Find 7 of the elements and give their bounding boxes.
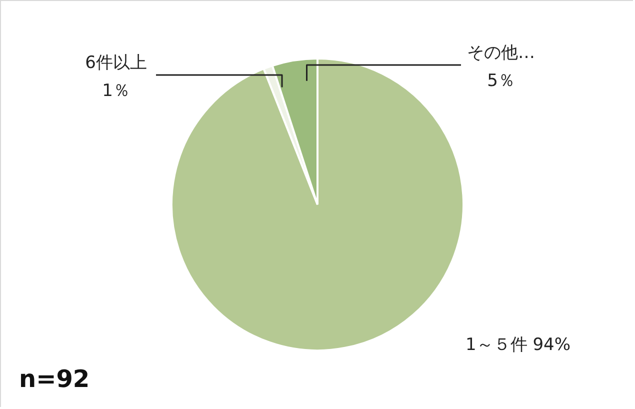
slice-label: 1～５件 94% [465, 335, 571, 355]
text: n=92 [19, 365, 90, 393]
data-label: 5％ [487, 71, 515, 91]
pie-slice [170, 58, 464, 352]
slice-label: 6件以上 [85, 53, 147, 73]
slice-label: その他… [467, 43, 535, 63]
data-label: 1％ [102, 81, 130, 101]
